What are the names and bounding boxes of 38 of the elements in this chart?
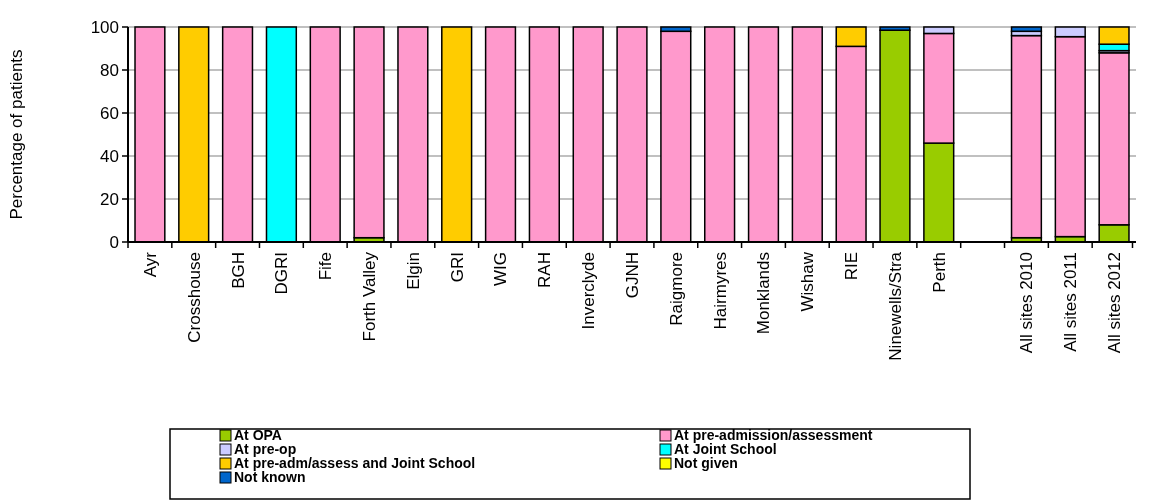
bar bbox=[1010, 34, 1043, 239]
x-tick-label: All sites 2011 bbox=[1061, 252, 1081, 352]
x-tick-label: Perth bbox=[929, 252, 949, 293]
x-tick-label: Raigmore bbox=[666, 252, 686, 326]
x-tick-label: Inverclyde bbox=[579, 252, 599, 330]
x-tick-label: Forth Valley bbox=[359, 251, 379, 342]
y-tick-label: 60 bbox=[100, 103, 119, 123]
x-tick-label: BGH bbox=[228, 252, 248, 289]
legend-label: At pre-adm/assess and Joint School bbox=[234, 455, 476, 471]
bar bbox=[353, 26, 385, 239]
y-tick-label: 40 bbox=[100, 146, 119, 166]
y-tick-label: 0 bbox=[109, 232, 119, 252]
x-tick-label: Fife bbox=[316, 252, 336, 281]
x-tick-label: All sites 2012 bbox=[1105, 252, 1125, 354]
x-tick-label: Monklands bbox=[754, 252, 774, 335]
y-tick-label: 80 bbox=[100, 60, 119, 80]
x-tick-label: DGRI bbox=[272, 252, 292, 295]
x-tick-label: Crosshouse bbox=[184, 252, 204, 343]
legend-label: At Joint School bbox=[674, 441, 777, 457]
x-tick-label: Elgin bbox=[403, 252, 423, 290]
x-tick-label: Ayr bbox=[140, 251, 160, 278]
y-tick-label: 20 bbox=[100, 189, 119, 209]
y-tick-label: 100 bbox=[90, 17, 119, 37]
legend-label: At OPA bbox=[234, 427, 282, 443]
x-tick-label: Ninewells/Stra bbox=[885, 251, 905, 361]
legend-label: At pre-admission/assessment bbox=[674, 427, 873, 443]
legend-label: At pre-op bbox=[234, 441, 297, 457]
x-tick-label: GRI bbox=[447, 252, 467, 283]
x-tick-label: RIE bbox=[842, 252, 862, 281]
bar bbox=[1010, 26, 1043, 33]
x-tick-label: GJNH bbox=[622, 252, 642, 299]
x-tick-label: Wishaw bbox=[798, 251, 818, 312]
x-tick-label: RAH bbox=[535, 252, 555, 288]
x-tick-label: Hairmyres bbox=[710, 252, 730, 330]
x-tick-label: All sites 2010 bbox=[1017, 252, 1037, 354]
y-axis-title: Percentage of patients bbox=[7, 49, 26, 220]
x-tick-label: WIG bbox=[491, 252, 511, 286]
legend-label: Not given bbox=[674, 455, 738, 471]
